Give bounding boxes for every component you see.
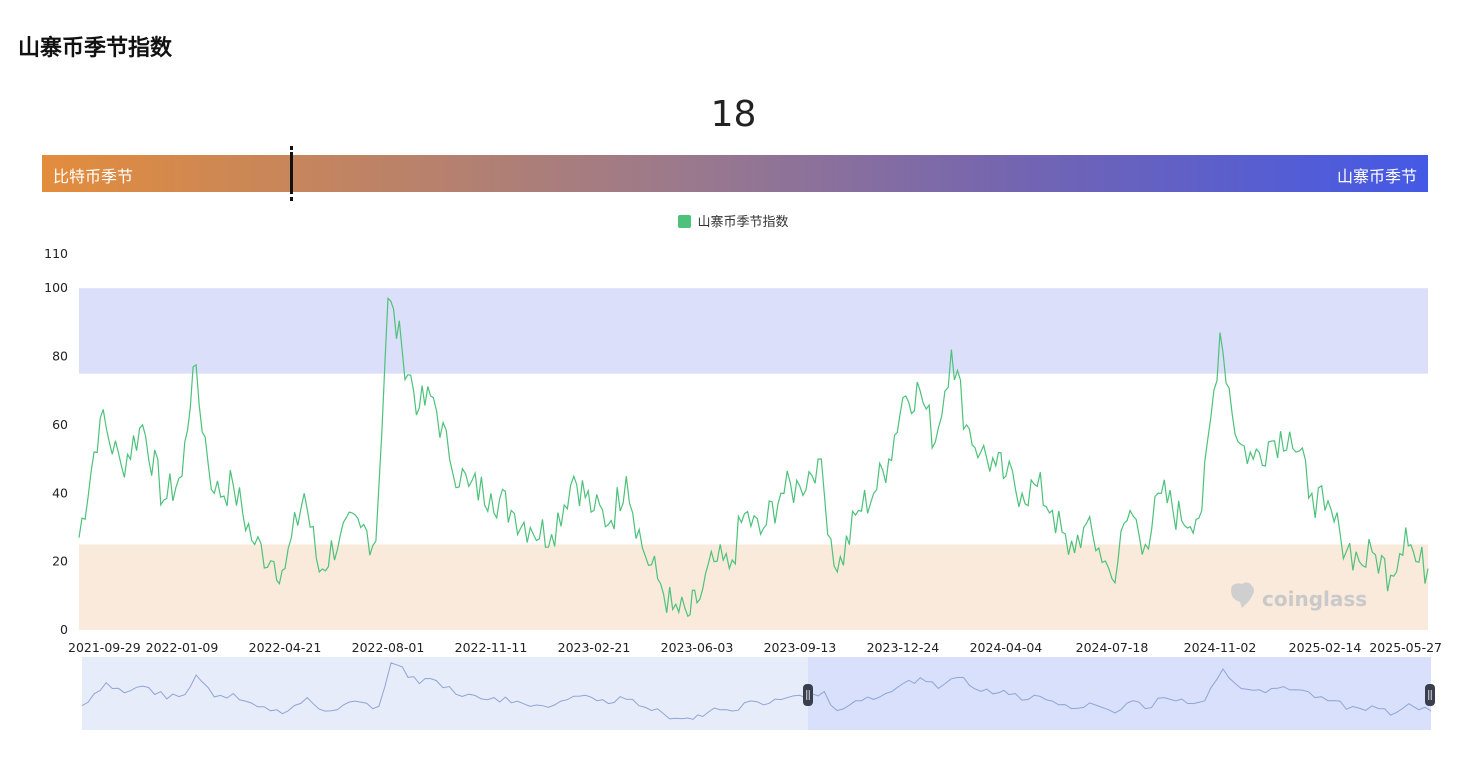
y-tick-label: 0 <box>60 622 68 637</box>
chart-legend[interactable]: 山寨币季节指数 <box>0 211 1467 230</box>
y-tick-label: 80 <box>52 349 68 364</box>
x-tick-label: 2021-09-29 <box>68 640 141 655</box>
bitcoin-season-band <box>79 544 1428 630</box>
gauge-marker <box>290 146 294 201</box>
gauge-left-label: 比特币季节 <box>53 167 134 186</box>
x-tick-label: 2023-09-13 <box>764 640 837 655</box>
coinglass-watermark: coinglass <box>1231 582 1367 611</box>
navigator-right-handle[interactable] <box>1425 684 1435 706</box>
x-tick-label: 2022-08-01 <box>352 640 425 655</box>
x-tick-label: 2025-05-27 <box>1369 640 1442 655</box>
legend-swatch <box>678 215 692 228</box>
altseason-band <box>79 288 1428 374</box>
legend-label: 山寨币季节指数 <box>697 215 789 230</box>
x-tick-label: 2023-12-24 <box>867 640 940 655</box>
x-tick-label: 2024-07-18 <box>1076 640 1149 655</box>
index-value: 18 <box>710 94 757 135</box>
series-line-altcoin-season-index <box>78 297 1429 618</box>
x-tick-label: 2023-02-21 <box>558 640 631 655</box>
x-tick-label: 2022-11-11 <box>455 640 528 655</box>
x-tick-label: 2025-02-14 <box>1289 640 1362 655</box>
navigator-line <box>81 662 1432 720</box>
x-tick-label: 2022-01-09 <box>146 640 219 655</box>
x-tick-label: 2024-04-04 <box>970 640 1043 655</box>
gauge-right-label: 山寨币季节 <box>1336 167 1417 186</box>
page-title: 山寨币季节指数 <box>18 36 173 61</box>
y-tick-label: 60 <box>52 417 68 432</box>
coinglass-logo-icon <box>1231 582 1254 608</box>
watermark-text: coinglass <box>1262 587 1367 611</box>
y-tick-label: 20 <box>52 554 68 569</box>
navigator-left-handle[interactable] <box>803 684 813 706</box>
gauge-bar: 比特币季节 山寨币季节 <box>42 146 1428 201</box>
y-tick-label: 100 <box>44 280 68 295</box>
x-tick-label: 2024-11-02 <box>1184 640 1257 655</box>
y-tick-label: 110 <box>44 246 68 261</box>
x-tick-label: 2023-06-03 <box>661 640 734 655</box>
x-tick-label: 2022-04-21 <box>249 640 322 655</box>
y-tick-label: 40 <box>52 485 68 500</box>
navigator-selected-range <box>808 657 1431 730</box>
